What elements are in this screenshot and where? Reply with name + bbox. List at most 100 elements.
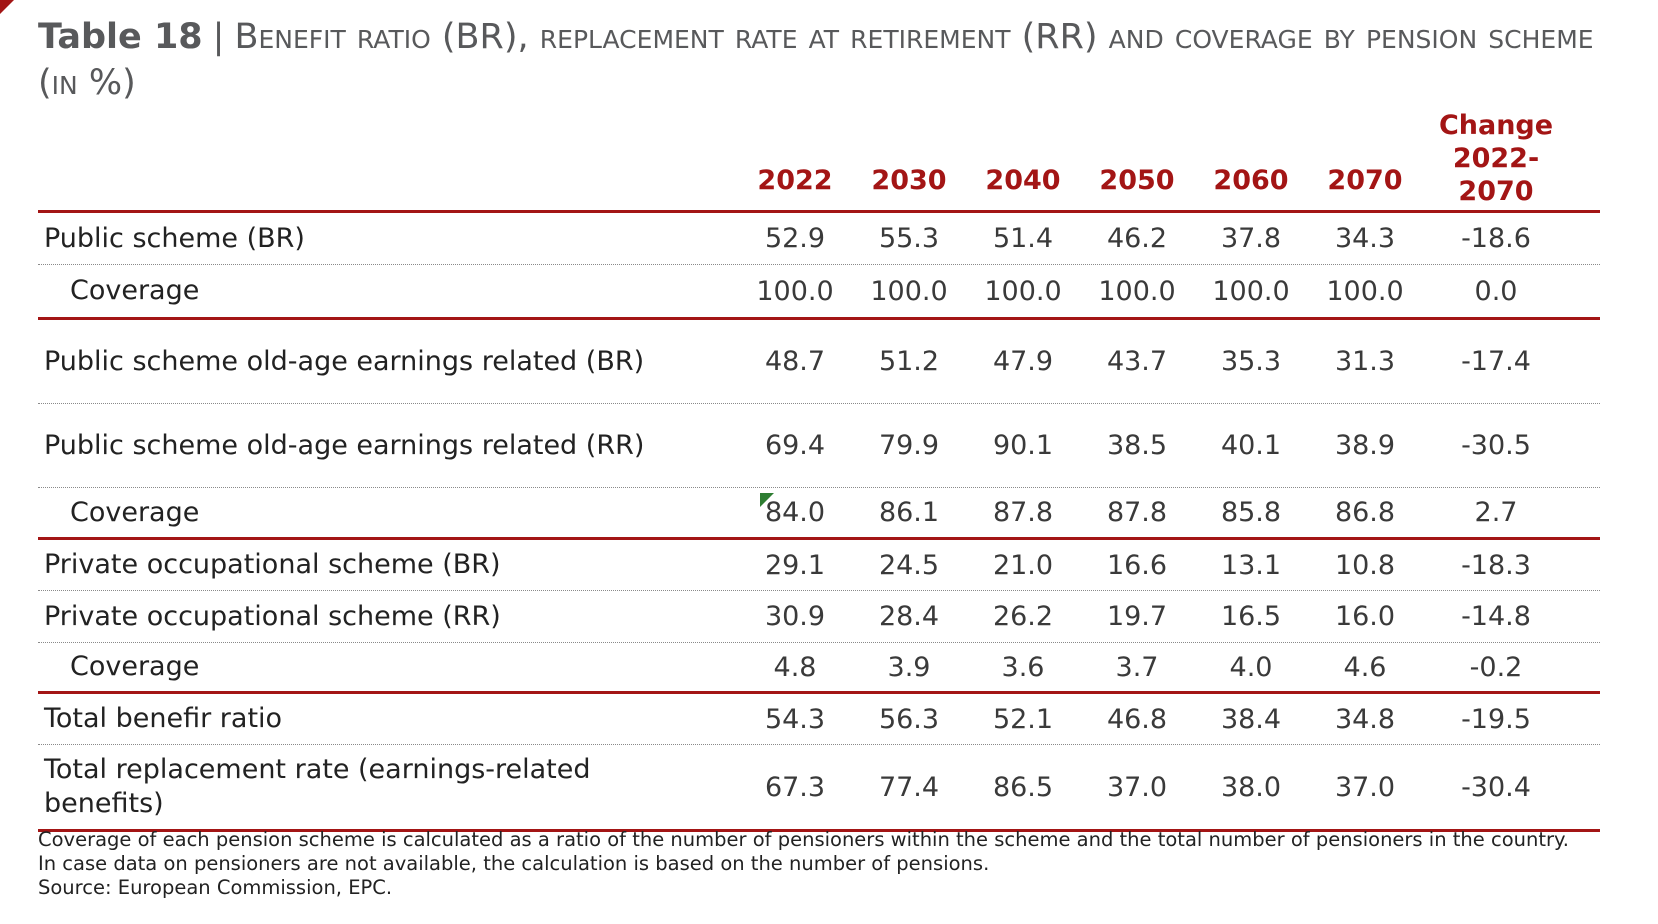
cell: 4.6 — [1343, 651, 1387, 683]
cell: 16.0 — [1334, 601, 1396, 632]
table-header-row: 2022 2030 2040 2050 2060 2070 Change 202… — [38, 110, 1600, 213]
table-row: Coverage 100.0 100.0 100.0 100.0 100.0 1… — [38, 265, 1600, 320]
change-cell: -19.5 — [1461, 703, 1531, 735]
cell: 38.5 — [1106, 430, 1168, 461]
change-cell: -17.4 — [1461, 346, 1531, 377]
cell: 34.8 — [1334, 703, 1396, 735]
change-cell: -18.6 — [1461, 223, 1531, 254]
cell: 52.1 — [992, 703, 1054, 735]
cell: 51.2 — [878, 346, 940, 377]
header-change-line2: 2022-2070 — [1452, 143, 1540, 207]
cell: 87.8 — [992, 497, 1054, 528]
row-label: Public scheme old-age earnings related (… — [44, 345, 645, 377]
cell: 19.7 — [1106, 601, 1168, 632]
corner-accent — [0, 0, 14, 14]
cell: 55.3 — [878, 223, 940, 254]
note-line: Coverage of each pension scheme is calcu… — [38, 828, 1569, 851]
table-row: Public scheme old-age earnings related (… — [38, 404, 1600, 488]
table-row: Coverage 84.0 86.1 87.8 87.8 85.8 86.8 2… — [38, 488, 1600, 540]
cell: 69.4 — [764, 430, 826, 461]
row-label: Coverage — [70, 651, 200, 682]
cell: 86.8 — [1334, 497, 1396, 528]
cell: 54.3 — [764, 703, 826, 735]
header-year: 2030 — [871, 165, 947, 196]
table-row: Private occupational scheme (BR) 29.1 24… — [38, 540, 1600, 591]
cell: 40.1 — [1220, 430, 1282, 461]
cell: 38.0 — [1220, 771, 1282, 803]
cell: 86.5 — [992, 771, 1054, 803]
cell: 16.6 — [1106, 549, 1168, 581]
cell: 85.8 — [1220, 497, 1282, 528]
cell: 51.4 — [992, 223, 1054, 254]
cell: 26.2 — [992, 601, 1054, 632]
cell: 100.0 — [756, 275, 834, 307]
cell: 87.8 — [1106, 497, 1168, 528]
source-line: Source: European Commission, EPC. — [38, 876, 393, 899]
table-row: Total benefir ratio 54.3 56.3 52.1 46.8 … — [38, 694, 1600, 745]
cell: 77.4 — [878, 771, 940, 803]
cell: 35.3 — [1220, 346, 1282, 377]
row-label: Total benefir ratio — [44, 703, 283, 734]
cell: 24.5 — [878, 549, 940, 581]
cell: 3.6 — [1001, 651, 1045, 683]
row-label: Private occupational scheme (BR) — [44, 549, 501, 580]
row-label: Coverage — [70, 496, 200, 528]
cell: 86.1 — [878, 497, 940, 528]
table-row: Public scheme old-age earnings related (… — [38, 320, 1600, 404]
header-year: 2050 — [1099, 165, 1175, 196]
cell: 84.0 — [764, 497, 826, 528]
cell: 4.0 — [1229, 651, 1273, 683]
change-cell: -18.3 — [1461, 549, 1531, 581]
cell: 21.0 — [992, 549, 1054, 581]
cell: 100.0 — [1098, 275, 1176, 307]
cell: 29.1 — [764, 549, 826, 581]
table-number: Table 18 — [38, 17, 203, 57]
table-notes: Coverage of each pension scheme is calcu… — [38, 828, 1638, 900]
cell: 31.3 — [1334, 346, 1396, 377]
title-separator: | — [212, 17, 225, 57]
cell: 13.1 — [1220, 549, 1282, 581]
cell: 47.9 — [992, 346, 1054, 377]
cell: 37.8 — [1220, 223, 1282, 254]
cell: 90.1 — [992, 430, 1054, 461]
cell: 3.7 — [1115, 651, 1159, 683]
change-cell: 0.0 — [1474, 275, 1518, 307]
cell: 10.8 — [1334, 549, 1396, 581]
cell: 46.2 — [1106, 223, 1168, 254]
cell: 46.8 — [1106, 703, 1168, 735]
change-cell: -0.2 — [1469, 651, 1523, 683]
cell: 34.3 — [1334, 223, 1396, 254]
cell: 16.5 — [1220, 601, 1282, 632]
row-label: Total replacement rate (earnings-related… — [44, 754, 591, 819]
table-row: Coverage 4.8 3.9 3.6 3.7 4.0 4.6 -0.2 — [38, 643, 1600, 694]
cell: 37.0 — [1334, 771, 1396, 803]
row-label: Private occupational scheme (RR) — [44, 600, 501, 632]
header-year: 2070 — [1327, 165, 1403, 196]
cell: 38.9 — [1334, 430, 1396, 461]
row-label: Public scheme old-age earnings related (… — [44, 429, 645, 461]
cell: 100.0 — [870, 275, 948, 307]
table-row: Total replacement rate (earnings-related… — [38, 745, 1600, 832]
table-title: Table 18 | Benefit ratio (BR), replacement… — [38, 14, 1618, 106]
header-year: 2060 — [1213, 165, 1289, 196]
header-year: 2040 — [985, 165, 1061, 196]
cell: 28.4 — [878, 601, 940, 632]
cell: 37.0 — [1106, 771, 1168, 803]
change-cell: 2.7 — [1474, 497, 1518, 528]
data-table: 2022 2030 2040 2050 2060 2070 Change 202… — [38, 110, 1600, 832]
cell: 100.0 — [1326, 275, 1404, 307]
cell: 4.8 — [773, 651, 817, 683]
header-change-line1: Change — [1438, 110, 1554, 141]
cell: 67.3 — [764, 771, 826, 803]
table-row: Private occupational scheme (RR) 30.9 28… — [38, 591, 1600, 643]
comment-flag-icon — [760, 493, 774, 507]
cell: 30.9 — [764, 601, 826, 632]
row-label: Coverage — [70, 275, 200, 306]
cell: 3.9 — [887, 651, 931, 683]
table-row: Public scheme (BR) 52.9 55.3 51.4 46.2 3… — [38, 213, 1600, 265]
cell: 56.3 — [878, 703, 940, 735]
table-caption: Benefit ratio (BR), replacement rate at … — [38, 17, 1594, 103]
cell: 100.0 — [984, 275, 1062, 307]
row-label: Public scheme (BR) — [44, 222, 305, 254]
header-year: 2022 — [757, 165, 833, 196]
